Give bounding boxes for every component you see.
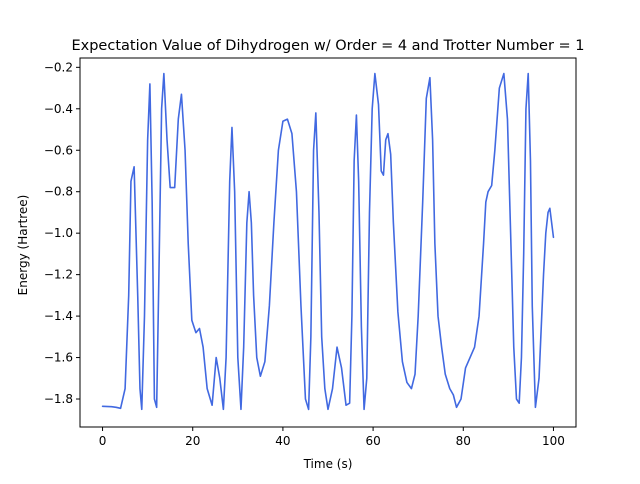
- y-tick-label: −0.8: [44, 185, 73, 199]
- axes-frame: [79, 57, 577, 428]
- y-tick-label: −0.4: [44, 102, 73, 116]
- plot-area: [101, 72, 555, 411]
- series-line-0: [101, 72, 555, 411]
- axes: 0 20 40 60 80 100 −1.8 −1.6 −1.4 −1.2 −1.0 −0.8 −0.6…: [44, 57, 577, 448]
- y-tick-label: −0.6: [44, 143, 73, 157]
- x-tick-label: 0: [99, 434, 107, 448]
- y-tick-label: −0.2: [44, 60, 73, 74]
- y-tick-label: −1.2: [44, 268, 73, 282]
- y-axis-label: Energy (Hartree): [16, 195, 30, 296]
- chart-title: Expectation Value of Dihydrogen w/ Order…: [71, 38, 584, 54]
- x-tick-label: 20: [185, 434, 200, 448]
- x-tick-label: 40: [275, 434, 290, 448]
- y-tick-label: −1.8: [44, 392, 73, 406]
- y-tick-label: −1.0: [44, 226, 73, 240]
- y-tick-label: −1.4: [44, 309, 73, 323]
- x-axis-label: Time (s): [303, 457, 353, 471]
- x-tick-label: 60: [365, 434, 380, 448]
- x-tick-label: 80: [456, 434, 471, 448]
- x-tick-label: 100: [542, 434, 565, 448]
- y-tick-label: −1.6: [44, 351, 73, 365]
